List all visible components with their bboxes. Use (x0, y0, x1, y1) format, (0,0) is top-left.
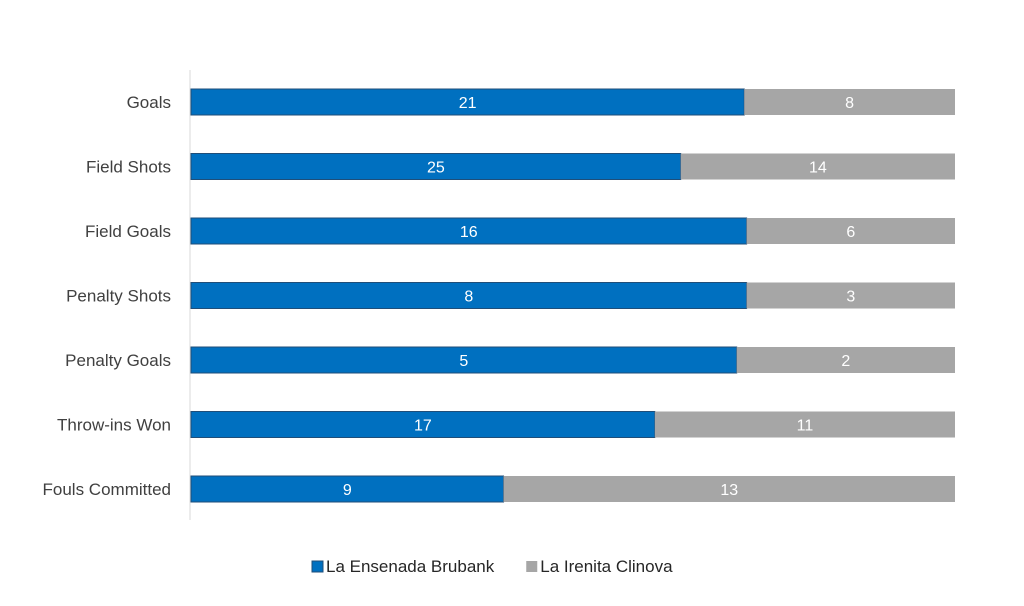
data-label-la-irenita-clinova-penalty-goals: 2 (841, 353, 850, 370)
category-label-field-goals: Field Goals (85, 222, 171, 241)
bar-la-ensenada-brubank-field-shots (190, 153, 682, 180)
bar-la-irenita-clinova-field-shots (680, 153, 955, 180)
data-label-la-ensenada-brubank-throw-ins-won: 17 (414, 418, 432, 435)
data-label-la-ensenada-brubank-goals: 21 (459, 95, 477, 112)
bar-la-ensenada-brubank-throw-ins-won (190, 411, 656, 438)
bar-la-irenita-clinova-penalty-goals (736, 347, 955, 373)
data-label-la-ensenada-brubank-field-goals: 16 (460, 224, 478, 241)
data-label-la-ensenada-brubank-penalty-goals: 5 (459, 353, 468, 370)
legend: La Ensenada Brubank La Irenita Clinova (311, 557, 673, 576)
data-label-la-irenita-clinova-penalty-shots: 3 (846, 289, 855, 306)
legend-label-la-irenita-clinova: La Irenita Clinova (540, 557, 673, 576)
bar-la-irenita-clinova-field-goals (746, 218, 955, 244)
data-label-la-irenita-clinova-field-goals: 6 (846, 224, 855, 241)
bar-group: 21 8 25 14 16 6 8 3 5 2 17 11 9 13 (190, 88, 955, 503)
bar-la-ensenada-brubank-penalty-goals (190, 346, 738, 374)
bar-la-ensenada-brubank-fouls-committed (190, 475, 505, 503)
category-label-goals: Goals (127, 93, 171, 112)
category-labels: Goals Field Shots Field Goals Penalty Shots… (43, 93, 171, 499)
bar-la-irenita-clinova-fouls-committed (503, 476, 955, 502)
category-label-field-shots: Field Shots (86, 158, 171, 177)
bar-la-irenita-clinova-penalty-shots (746, 282, 955, 309)
category-label-fouls-committed: Fouls Committed (43, 480, 171, 499)
data-label-la-irenita-clinova-goals: 8 (845, 95, 854, 112)
bar-la-ensenada-brubank-penalty-shots (190, 282, 748, 309)
data-label-la-ensenada-brubank-fouls-committed: 9 (343, 482, 352, 499)
legend-swatch-la-irenita-clinova (526, 561, 538, 572)
bar-la-ensenada-brubank-field-goals (190, 217, 748, 245)
data-label-la-ensenada-brubank-penalty-shots: 8 (464, 289, 473, 306)
category-label-throw-ins-won: Throw-ins Won (57, 416, 171, 435)
data-label-la-irenita-clinova-fouls-committed: 13 (720, 482, 738, 499)
category-label-penalty-shots: Penalty Shots (66, 287, 171, 306)
data-label-la-irenita-clinova-throw-ins-won: 11 (797, 418, 814, 435)
legend-label-la-ensenada-brubank: La Ensenada Brubank (326, 557, 495, 576)
legend-swatch-la-ensenada-brubank (311, 560, 324, 573)
data-label-la-irenita-clinova-field-shots: 14 (809, 160, 827, 177)
bar-la-irenita-clinova-throw-ins-won (654, 411, 955, 438)
category-label-penalty-goals: Penalty Goals (65, 351, 171, 370)
data-label-la-ensenada-brubank-field-shots: 25 (427, 160, 445, 177)
bar-la-irenita-clinova-goals (744, 89, 955, 115)
